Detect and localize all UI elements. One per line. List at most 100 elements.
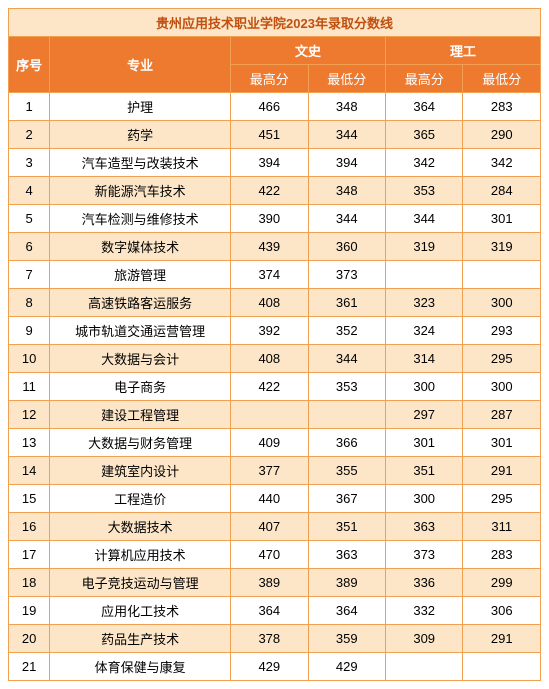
cell-major: 工程造价 bbox=[50, 485, 231, 513]
cell-index: 15 bbox=[9, 485, 50, 513]
cell-wen-max: 364 bbox=[231, 597, 308, 625]
cell-wen-max bbox=[231, 401, 308, 429]
cell-li-max: 373 bbox=[385, 541, 462, 569]
cell-major: 汽车检测与维修技术 bbox=[50, 205, 231, 233]
cell-li-max bbox=[385, 261, 462, 289]
cell-wen-max: 429 bbox=[231, 653, 308, 681]
cell-index: 5 bbox=[9, 205, 50, 233]
table-row: 4新能源汽车技术422348353284 bbox=[9, 177, 541, 205]
table-title: 贵州应用技术职业学院2023年录取分数线 bbox=[9, 9, 541, 37]
cell-wen-min: 394 bbox=[308, 149, 385, 177]
cell-li-max: 332 bbox=[385, 597, 462, 625]
cell-wen-max: 440 bbox=[231, 485, 308, 513]
cell-wen-min: 429 bbox=[308, 653, 385, 681]
cell-li-min: 283 bbox=[463, 541, 541, 569]
cell-wen-min bbox=[308, 401, 385, 429]
cell-li-max: 365 bbox=[385, 121, 462, 149]
cell-index: 8 bbox=[9, 289, 50, 317]
table-body: 1护理4663483642832药学4513443652903汽车造型与改装技术… bbox=[9, 93, 541, 681]
cell-index: 11 bbox=[9, 373, 50, 401]
cell-wen-max: 451 bbox=[231, 121, 308, 149]
table-row: 9城市轨道交通运营管理392352324293 bbox=[9, 317, 541, 345]
cell-li-max: 342 bbox=[385, 149, 462, 177]
table-row: 14建筑室内设计377355351291 bbox=[9, 457, 541, 485]
table-row: 3汽车造型与改装技术394394342342 bbox=[9, 149, 541, 177]
table-row: 19应用化工技术364364332306 bbox=[9, 597, 541, 625]
cell-major: 旅游管理 bbox=[50, 261, 231, 289]
table-row: 8高速铁路客运服务408361323300 bbox=[9, 289, 541, 317]
table-row: 13大数据与财务管理409366301301 bbox=[9, 429, 541, 457]
cell-li-max bbox=[385, 653, 462, 681]
col-li: 理工 bbox=[385, 37, 540, 65]
cell-wen-max: 407 bbox=[231, 513, 308, 541]
cell-index: 21 bbox=[9, 653, 50, 681]
cell-index: 3 bbox=[9, 149, 50, 177]
cell-li-max: 297 bbox=[385, 401, 462, 429]
cell-major: 护理 bbox=[50, 93, 231, 121]
col-wen-min: 最低分 bbox=[308, 65, 385, 93]
table-row: 21体育保健与康复429429 bbox=[9, 653, 541, 681]
cell-index: 9 bbox=[9, 317, 50, 345]
cell-li-min: 295 bbox=[463, 345, 541, 373]
cell-li-max: 324 bbox=[385, 317, 462, 345]
cell-major: 应用化工技术 bbox=[50, 597, 231, 625]
cell-index: 12 bbox=[9, 401, 50, 429]
cell-index: 1 bbox=[9, 93, 50, 121]
cell-li-min: 311 bbox=[463, 513, 541, 541]
cell-li-min: 300 bbox=[463, 289, 541, 317]
cell-wen-max: 377 bbox=[231, 457, 308, 485]
table-row: 5汽车检测与维修技术390344344301 bbox=[9, 205, 541, 233]
cell-index: 17 bbox=[9, 541, 50, 569]
cell-major: 大数据技术 bbox=[50, 513, 231, 541]
cell-li-max: 351 bbox=[385, 457, 462, 485]
cell-li-min: 300 bbox=[463, 373, 541, 401]
cell-wen-min: 359 bbox=[308, 625, 385, 653]
cell-major: 计算机应用技术 bbox=[50, 541, 231, 569]
cell-wen-min: 364 bbox=[308, 597, 385, 625]
cell-wen-max: 409 bbox=[231, 429, 308, 457]
cell-wen-max: 439 bbox=[231, 233, 308, 261]
cell-major: 大数据与财务管理 bbox=[50, 429, 231, 457]
cell-li-min bbox=[463, 261, 541, 289]
cell-index: 18 bbox=[9, 569, 50, 597]
cell-li-max: 364 bbox=[385, 93, 462, 121]
cell-index: 13 bbox=[9, 429, 50, 457]
cell-wen-min: 360 bbox=[308, 233, 385, 261]
cell-li-min: 291 bbox=[463, 625, 541, 653]
cell-wen-min: 361 bbox=[308, 289, 385, 317]
cell-index: 6 bbox=[9, 233, 50, 261]
cell-major: 数字媒体技术 bbox=[50, 233, 231, 261]
cell-li-max: 309 bbox=[385, 625, 462, 653]
cell-major: 高速铁路客运服务 bbox=[50, 289, 231, 317]
cell-li-max: 344 bbox=[385, 205, 462, 233]
cell-wen-min: 373 bbox=[308, 261, 385, 289]
cell-wen-min: 353 bbox=[308, 373, 385, 401]
cell-wen-min: 344 bbox=[308, 345, 385, 373]
table-row: 1护理466348364283 bbox=[9, 93, 541, 121]
table-row: 17计算机应用技术470363373283 bbox=[9, 541, 541, 569]
table-row: 12建设工程管理297287 bbox=[9, 401, 541, 429]
cell-li-min: 284 bbox=[463, 177, 541, 205]
cell-major: 新能源汽车技术 bbox=[50, 177, 231, 205]
table-row: 2药学451344365290 bbox=[9, 121, 541, 149]
cell-major: 电子竞技运动与管理 bbox=[50, 569, 231, 597]
cell-index: 14 bbox=[9, 457, 50, 485]
cell-major: 汽车造型与改装技术 bbox=[50, 149, 231, 177]
cell-wen-max: 422 bbox=[231, 177, 308, 205]
cell-index: 7 bbox=[9, 261, 50, 289]
cell-major: 体育保健与康复 bbox=[50, 653, 231, 681]
cell-wen-min: 348 bbox=[308, 177, 385, 205]
cell-wen-max: 466 bbox=[231, 93, 308, 121]
cell-wen-min: 363 bbox=[308, 541, 385, 569]
cell-index: 2 bbox=[9, 121, 50, 149]
cell-major: 城市轨道交通运营管理 bbox=[50, 317, 231, 345]
cell-li-min: 293 bbox=[463, 317, 541, 345]
col-major: 专业 bbox=[50, 37, 231, 93]
cell-index: 16 bbox=[9, 513, 50, 541]
cell-li-min: 295 bbox=[463, 485, 541, 513]
cell-wen-min: 367 bbox=[308, 485, 385, 513]
cell-li-min: 319 bbox=[463, 233, 541, 261]
cell-wen-min: 344 bbox=[308, 121, 385, 149]
col-index: 序号 bbox=[9, 37, 50, 93]
cell-li-max: 336 bbox=[385, 569, 462, 597]
